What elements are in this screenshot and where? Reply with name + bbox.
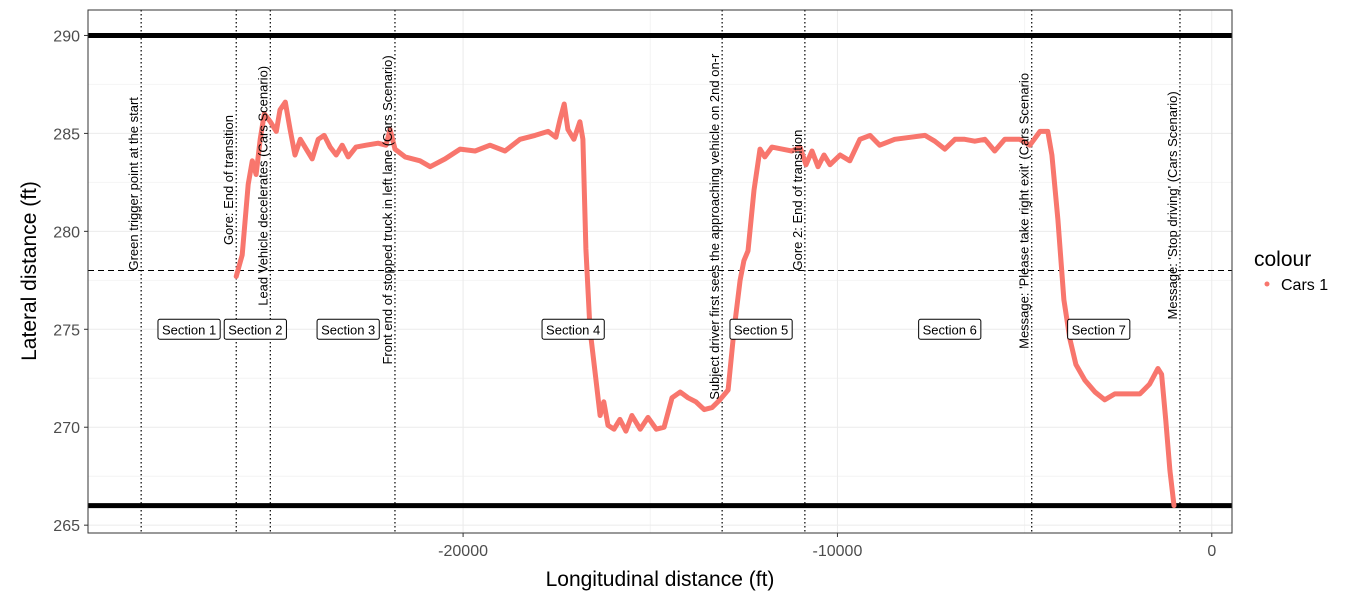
x-tick-label: 0 [1207,543,1216,560]
x-tick-label: -10000 [813,543,863,560]
y-tick-label: 275 [53,322,80,339]
y-tick-label: 285 [53,126,80,143]
section-label-box [541,318,605,340]
section-label: Section 7 [1072,322,1126,337]
section-label-box [223,318,287,340]
y-tick-label: 270 [53,420,80,437]
section-label-box [729,318,793,340]
x-axis-title: Longitudinal distance (ft) [546,568,775,591]
y-tick-label: 290 [53,28,80,45]
section-label: Section 2 [228,322,282,337]
section-label: Section 6 [923,322,977,337]
section-label-box [316,318,380,340]
legend: colour Cars 1 [1254,248,1328,294]
section-label-box [157,318,221,340]
y-axis-title: Lateral distance (ft) [18,181,41,361]
annotation-label: Front end of stopped truck in left lane … [380,55,395,364]
annotation-label: Lead Vehicle decelerates (Cars Scenario) [255,66,270,306]
annotation-label: Message: 'Stop driving' (Cars Scenario) [1165,91,1180,319]
y-tick-label: 265 [53,518,80,535]
section-label: Section 1 [162,322,216,337]
section-label: Section 4 [546,322,600,337]
annotation-label: Gore: End of transition [221,115,236,245]
panel-border [87,9,1233,534]
y-tick-label: 280 [53,224,80,241]
data-line [233,99,1177,509]
legend-key [1264,281,1270,287]
x-tick-label: -20000 [438,543,488,560]
axes: 265 270 275 280 285 290 -20000 -10000 0 [53,28,1216,560]
legend-title: colour [1254,248,1311,271]
annotation-label: Subject driver first sees the approachin… [707,53,722,400]
section-label-box [1067,318,1131,340]
legend-label: Cars 1 [1281,277,1328,294]
annotation-label: Message: 'Please take right exit' (Cars … [1017,73,1032,349]
annotation-label: Green trigger point at the start [126,97,141,271]
section-label: Section 3 [321,322,375,337]
annotation-label: Gore 2: End of transition [790,130,805,271]
section-label: Section 5 [734,322,788,337]
panel: Green trigger point at the start Gore: En… [88,10,1232,533]
section-label-box [918,318,982,340]
